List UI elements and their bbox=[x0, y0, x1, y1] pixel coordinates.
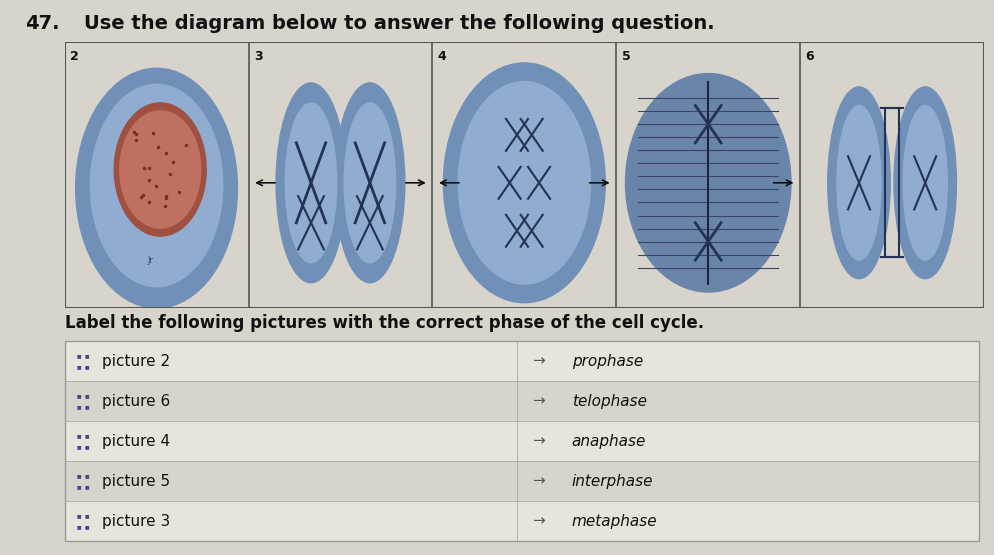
Ellipse shape bbox=[625, 74, 791, 292]
Text: 3: 3 bbox=[254, 49, 262, 63]
Text: ■: ■ bbox=[84, 433, 88, 438]
Text: picture 4: picture 4 bbox=[102, 433, 171, 449]
Text: ■: ■ bbox=[77, 513, 81, 518]
Ellipse shape bbox=[335, 83, 405, 282]
Text: ■: ■ bbox=[77, 444, 81, 450]
Text: 2: 2 bbox=[71, 49, 79, 63]
Circle shape bbox=[120, 111, 201, 228]
Text: 6: 6 bbox=[806, 49, 814, 63]
Text: ■: ■ bbox=[84, 353, 88, 359]
Circle shape bbox=[114, 103, 206, 236]
Text: ■: ■ bbox=[84, 404, 88, 410]
Text: ■: ■ bbox=[77, 364, 81, 370]
Ellipse shape bbox=[443, 63, 605, 302]
Text: ■: ■ bbox=[84, 364, 88, 370]
Text: ■: ■ bbox=[77, 473, 81, 478]
Ellipse shape bbox=[90, 84, 223, 287]
Text: ■: ■ bbox=[77, 524, 81, 529]
Ellipse shape bbox=[76, 68, 238, 308]
Text: →: → bbox=[532, 473, 545, 489]
Text: Use the diagram below to answer the following question.: Use the diagram below to answer the foll… bbox=[84, 14, 715, 33]
Text: picture 5: picture 5 bbox=[102, 473, 171, 489]
Text: ■: ■ bbox=[77, 433, 81, 438]
Text: →: → bbox=[532, 513, 545, 529]
Text: metaphase: metaphase bbox=[572, 513, 657, 529]
Text: ■: ■ bbox=[84, 513, 88, 518]
Text: →: → bbox=[532, 354, 545, 369]
Ellipse shape bbox=[904, 105, 947, 260]
Text: ■: ■ bbox=[84, 473, 88, 478]
Ellipse shape bbox=[285, 103, 337, 263]
Text: 5: 5 bbox=[622, 49, 630, 63]
Text: Jr: Jr bbox=[147, 256, 153, 265]
Text: picture 6: picture 6 bbox=[102, 393, 171, 409]
Text: ■: ■ bbox=[77, 393, 81, 398]
Text: ■: ■ bbox=[77, 484, 81, 490]
Text: →: → bbox=[532, 433, 545, 449]
Text: telophase: telophase bbox=[572, 393, 646, 409]
Text: Label the following pictures with the correct phase of the cell cycle.: Label the following pictures with the co… bbox=[65, 314, 704, 331]
Text: picture 2: picture 2 bbox=[102, 354, 171, 369]
Text: ■: ■ bbox=[84, 393, 88, 398]
Ellipse shape bbox=[458, 82, 590, 284]
Text: ■: ■ bbox=[84, 524, 88, 529]
Text: interphase: interphase bbox=[572, 473, 653, 489]
Text: ■: ■ bbox=[84, 484, 88, 490]
Ellipse shape bbox=[894, 87, 956, 279]
Text: ■: ■ bbox=[77, 404, 81, 410]
Text: prophase: prophase bbox=[572, 354, 643, 369]
Text: picture 3: picture 3 bbox=[102, 513, 171, 529]
Ellipse shape bbox=[344, 103, 396, 263]
Text: →: → bbox=[532, 393, 545, 409]
Text: 4: 4 bbox=[438, 49, 446, 63]
Ellipse shape bbox=[828, 87, 891, 279]
Text: 47.: 47. bbox=[25, 14, 60, 33]
Ellipse shape bbox=[276, 83, 346, 282]
Ellipse shape bbox=[837, 105, 881, 260]
Text: ■: ■ bbox=[84, 444, 88, 450]
Text: anaphase: anaphase bbox=[572, 433, 646, 449]
Text: ■: ■ bbox=[77, 353, 81, 359]
